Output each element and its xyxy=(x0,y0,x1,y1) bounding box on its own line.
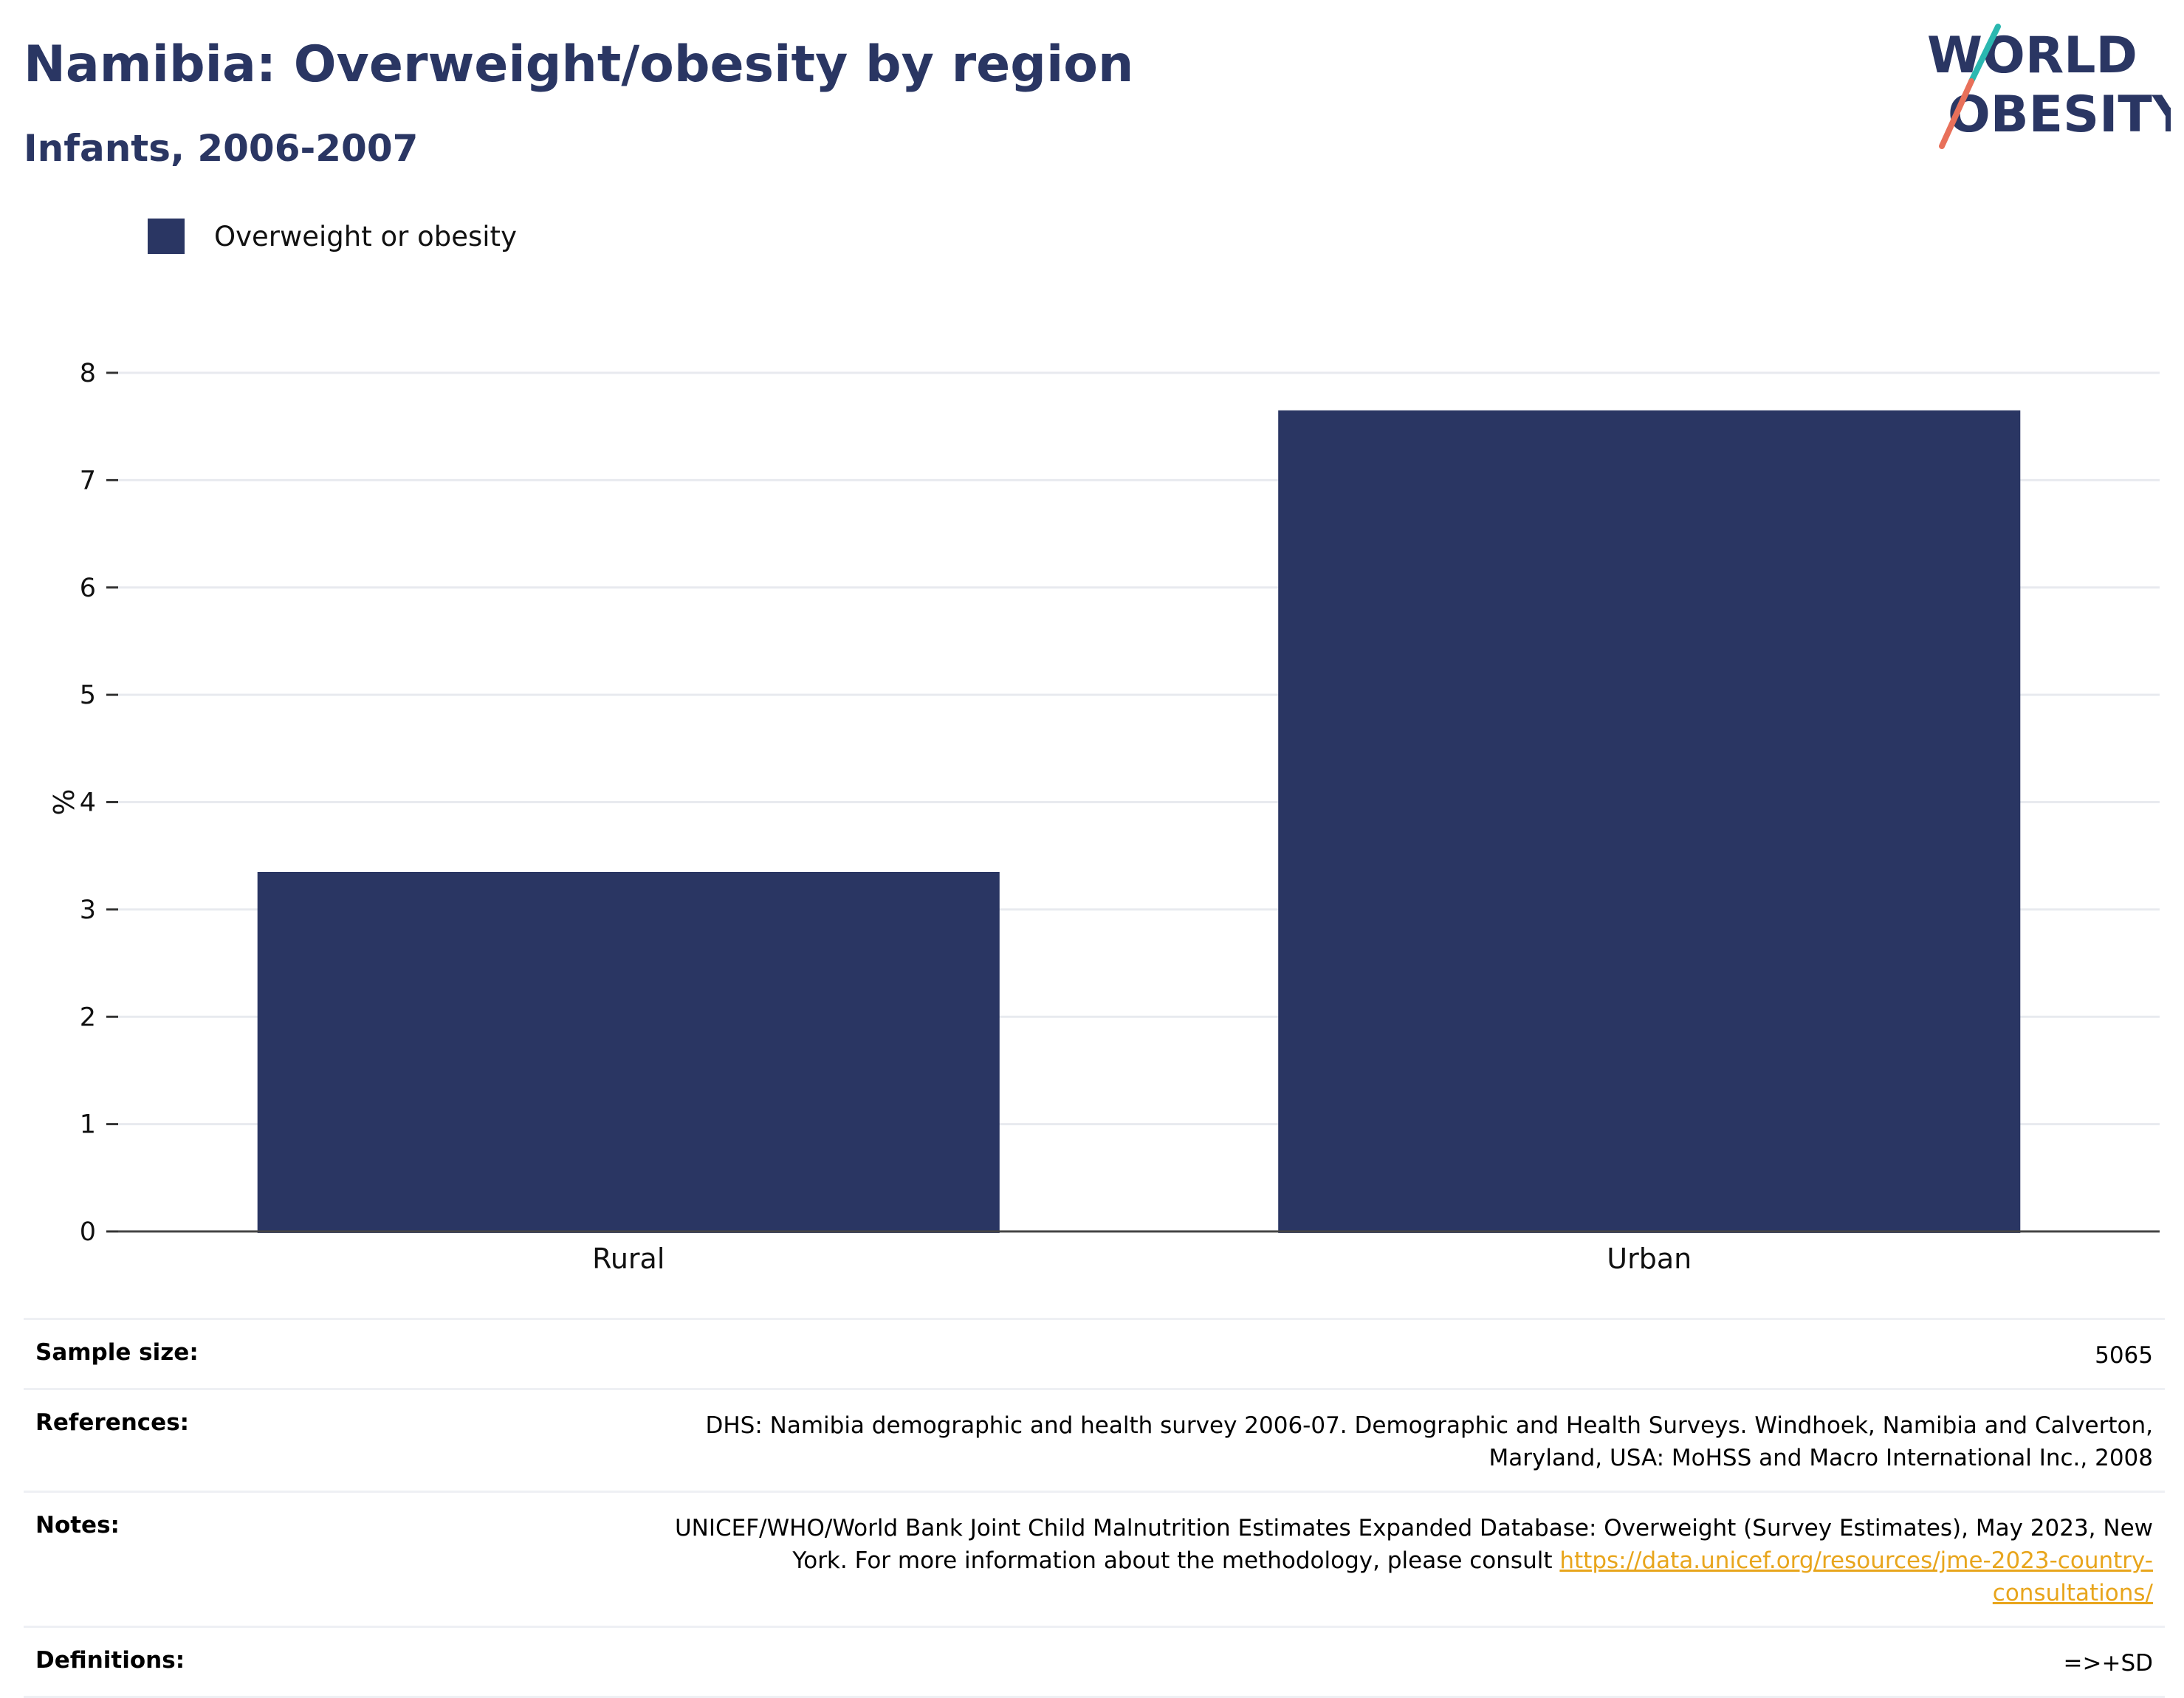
legend-swatch xyxy=(148,219,185,254)
chart-legend: Overweight or obesity xyxy=(148,219,517,254)
y-tick-label: 0 xyxy=(80,1217,96,1247)
notes-value: UNICEF/WHO/World Bank Joint Child Malnut… xyxy=(639,1512,2153,1609)
svg-text:WORLD: WORLD xyxy=(1927,27,2137,85)
methodology-link[interactable]: https://data.unicef.org/resources/jme-20… xyxy=(1559,1547,2153,1606)
y-tick-label: 1 xyxy=(80,1110,96,1140)
notes-label: Notes: xyxy=(35,1512,120,1539)
y-tick-label: 5 xyxy=(80,681,96,710)
definitions-row: Definitions: =>+SD xyxy=(24,1626,2165,1698)
definitions-value: =>+SD xyxy=(2063,1650,2153,1677)
y-axis-label: % xyxy=(47,788,79,815)
references-label: References: xyxy=(35,1409,190,1436)
definitions-label: Definitions: xyxy=(35,1647,185,1674)
y-tick-label: 4 xyxy=(80,788,96,818)
chart-title: Namibia: Overweight/obesity by region xyxy=(24,35,1134,94)
bar-urban xyxy=(1278,410,2021,1233)
y-tick-label: 3 xyxy=(80,896,96,925)
references-value: DHS: Namibia demographic and health surv… xyxy=(705,1412,2153,1471)
notes-text: UNICEF/WHO/World Bank Joint Child Malnut… xyxy=(674,1515,2153,1574)
y-tick-label: 8 xyxy=(80,359,96,388)
legend-label: Overweight or obesity xyxy=(214,220,517,252)
world-obesity-logo: WORLD OBESITY xyxy=(1927,24,2171,149)
bar-rural xyxy=(257,871,1000,1233)
sample-size-value: 5065 xyxy=(2095,1342,2153,1369)
notes-row: Notes: UNICEF/WHO/World Bank Joint Child… xyxy=(24,1491,2165,1626)
x-tick-label: Urban xyxy=(1607,1242,1692,1275)
sample-size-label: Sample size: xyxy=(35,1339,199,1366)
sample-size-row: Sample size: 5065 xyxy=(24,1318,2165,1388)
svg-text:OBESITY: OBESITY xyxy=(1948,86,2171,144)
bar-chart: 0 1 2 3 4 5 6 7 8% Rural Urban xyxy=(47,359,2160,1275)
y-tick-label: 6 xyxy=(80,574,96,603)
y-tick-label: 7 xyxy=(80,466,96,495)
y-tick-label: 2 xyxy=(80,1003,96,1032)
references-row: References: DHS: Namibia demographic and… xyxy=(24,1388,2165,1491)
x-tick-label: Rural xyxy=(592,1242,665,1275)
chart-subtitle: Infants, 2006-2007 xyxy=(24,127,419,170)
chart-metadata-table: Sample size: 5065 References: DHS: Namib… xyxy=(24,1318,2165,1698)
